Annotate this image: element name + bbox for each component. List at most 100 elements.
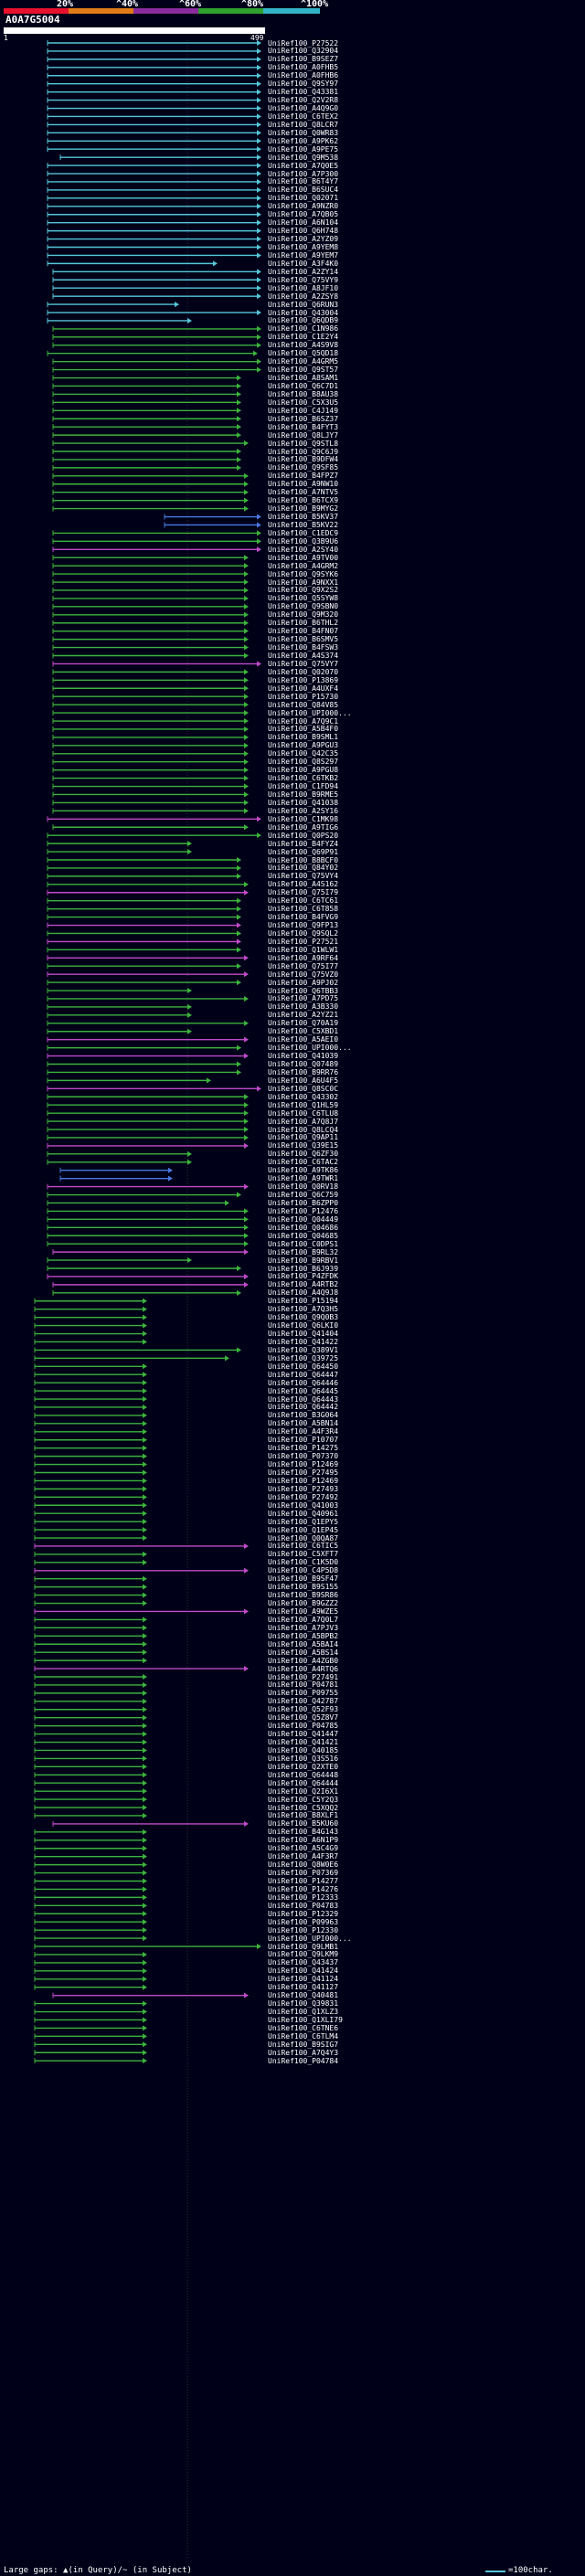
- hit-label[interactable]: UniRef100_Q43302: [268, 1092, 339, 1101]
- hit-label[interactable]: UniRef100_P15194: [268, 1297, 339, 1306]
- hit-label[interactable]: UniRef100_C1E2Y4: [268, 333, 339, 342]
- hit-row[interactable]: [47, 1118, 249, 1125]
- hit-row[interactable]: [52, 375, 241, 381]
- hit-label[interactable]: UniRef100_C5XFT7: [268, 1550, 339, 1559]
- hit-row[interactable]: [47, 203, 261, 209]
- hit-label[interactable]: UniRef100_Q6ZF30: [268, 1150, 339, 1159]
- hit-label[interactable]: UniRef100_Q6C7D1: [268, 381, 339, 390]
- hit-label[interactable]: UniRef100_A4GRM2: [268, 561, 339, 570]
- hit-row[interactable]: [34, 1617, 147, 1623]
- hit-row[interactable]: [52, 726, 249, 732]
- hit-row[interactable]: [34, 1453, 147, 1459]
- hit-label[interactable]: UniRef100_A4Q9G0: [268, 104, 339, 113]
- hit-row[interactable]: [52, 358, 261, 365]
- hit-label[interactable]: UniRef100_A9NZR0: [268, 202, 339, 211]
- hit-row[interactable]: [52, 800, 249, 806]
- hit-row[interactable]: [34, 2000, 147, 2007]
- hit-row[interactable]: [34, 1911, 147, 1917]
- hit-row[interactable]: [47, 988, 192, 994]
- hit-row[interactable]: [47, 832, 261, 839]
- hit-label[interactable]: UniRef100_A2ZSY8: [268, 292, 339, 301]
- hit-label[interactable]: UniRef100_B6THL2: [268, 619, 339, 628]
- hit-row[interactable]: [47, 1110, 249, 1117]
- hit-label[interactable]: UniRef100_Q64450: [268, 1362, 339, 1371]
- hit-row[interactable]: [34, 2017, 147, 2023]
- hit-row[interactable]: [34, 1681, 147, 1688]
- hit-row[interactable]: [34, 1903, 147, 1909]
- hit-label[interactable]: UniRef100_B6J939: [268, 1264, 339, 1273]
- hit-label[interactable]: UniRef100_Q02070: [268, 667, 339, 676]
- hit-row[interactable]: [34, 1551, 147, 1557]
- hit-label[interactable]: UniRef100_Q42787: [268, 1697, 339, 1706]
- hit-label[interactable]: UniRef100_C1MK98: [268, 814, 339, 823]
- hit-row[interactable]: [34, 1944, 261, 1950]
- hit-row[interactable]: [52, 399, 241, 406]
- hit-row[interactable]: [47, 922, 241, 928]
- hit-label[interactable]: UniRef100_Q8LCR7: [268, 120, 339, 129]
- hit-row[interactable]: [47, 971, 249, 978]
- hit-label[interactable]: UniRef100_Q9M538: [268, 153, 339, 162]
- hit-label[interactable]: UniRef100_P13869: [268, 675, 339, 684]
- hit-label[interactable]: UniRef100_A4UXF4: [268, 684, 339, 693]
- hit-row[interactable]: [34, 1363, 147, 1370]
- hit-label[interactable]: UniRef100_Q1XLI79: [268, 2015, 343, 2024]
- hit-label[interactable]: UniRef100_Q9STL8: [268, 439, 339, 448]
- hit-row[interactable]: [52, 783, 249, 790]
- hit-label[interactable]: UniRef100_B4FYT3: [268, 422, 339, 431]
- hit-row[interactable]: [47, 97, 261, 103]
- hit-label[interactable]: UniRef100_P12329: [268, 1909, 339, 1918]
- hit-row[interactable]: [34, 1812, 147, 1818]
- hit-label[interactable]: UniRef100_A2ZY14: [268, 267, 339, 276]
- hit-label[interactable]: UniRef100_Q75I77: [268, 961, 339, 970]
- hit-label[interactable]: UniRef100_A3B330: [268, 1002, 339, 1012]
- hit-label[interactable]: UniRef100_Q9LKM9: [268, 1950, 339, 1959]
- hit-label[interactable]: UniRef100_Q0WR83: [268, 128, 339, 137]
- hit-label[interactable]: UniRef100_Q3S516: [268, 1754, 339, 1763]
- hit-row[interactable]: [47, 1208, 249, 1214]
- hit-row[interactable]: [47, 995, 249, 1002]
- hit-row[interactable]: [34, 1542, 249, 1549]
- hit-label[interactable]: UniRef100_Q1WLW1: [268, 945, 339, 954]
- hit-label[interactable]: UniRef100_Q0RV18: [268, 1182, 339, 1192]
- hit-row[interactable]: [52, 808, 249, 814]
- hit-row[interactable]: [52, 285, 261, 292]
- hit-label[interactable]: UniRef100_P07369: [268, 1869, 339, 1878]
- hit-label[interactable]: UniRef100_Q02071: [268, 194, 339, 203]
- hit-row[interactable]: [34, 1886, 147, 1892]
- hit-label[interactable]: UniRef100_A4F3R4: [268, 1427, 339, 1436]
- hit-label[interactable]: UniRef100_C6TC61: [268, 896, 339, 906]
- hit-label[interactable]: UniRef100_A5BAI4: [268, 1639, 339, 1648]
- hit-label[interactable]: UniRef100_Q9C6J9: [268, 447, 339, 456]
- hit-row[interactable]: [47, 889, 249, 896]
- hit-label[interactable]: UniRef100_A4RTQ6: [268, 1664, 339, 1673]
- hit-row[interactable]: [34, 1780, 147, 1786]
- hit-label[interactable]: UniRef100_A5C4G9: [268, 1844, 339, 1853]
- hit-row[interactable]: [47, 1257, 192, 1264]
- hit-row[interactable]: [34, 1870, 147, 1876]
- hit-label[interactable]: UniRef100_B9SIG7: [268, 2040, 339, 2049]
- hit-row[interactable]: [47, 138, 261, 144]
- hit-label[interactable]: UniRef100_P12476: [268, 1206, 339, 1215]
- hit-label[interactable]: UniRef100_Q6C759: [268, 1191, 339, 1200]
- hit-label[interactable]: UniRef100_C5Y2Q3: [268, 1795, 339, 1804]
- hit-row[interactable]: [34, 1755, 147, 1762]
- hit-row[interactable]: [52, 775, 249, 781]
- hit-label[interactable]: UniRef100_A5BPB2: [268, 1631, 339, 1640]
- hit-label[interactable]: UniRef100_B4FPZ7: [268, 472, 339, 481]
- hit-label[interactable]: UniRef100_A6N1P9: [268, 1836, 339, 1845]
- hit-label[interactable]: UniRef100_UPI000...: [268, 708, 352, 717]
- hit-label[interactable]: UniRef100_Q42C35: [268, 749, 339, 758]
- hit-label[interactable]: UniRef100_P12469: [268, 1460, 339, 1469]
- hit-label[interactable]: UniRef100_B5KU60: [268, 1819, 339, 1829]
- hit-row[interactable]: [34, 1951, 147, 1957]
- hit-row[interactable]: [34, 1298, 147, 1304]
- hit-row[interactable]: [52, 440, 249, 447]
- hit-label[interactable]: UniRef100_Q40185: [268, 1745, 339, 1754]
- hit-row[interactable]: [47, 914, 241, 920]
- hit-row[interactable]: [34, 1567, 249, 1574]
- hit-label[interactable]: UniRef100_Q9SF85: [268, 463, 339, 472]
- hit-row[interactable]: [34, 1330, 147, 1337]
- hit-label[interactable]: UniRef100_Q40481: [268, 1991, 339, 2000]
- hit-row[interactable]: [34, 1805, 147, 1811]
- hit-row[interactable]: [47, 1061, 241, 1067]
